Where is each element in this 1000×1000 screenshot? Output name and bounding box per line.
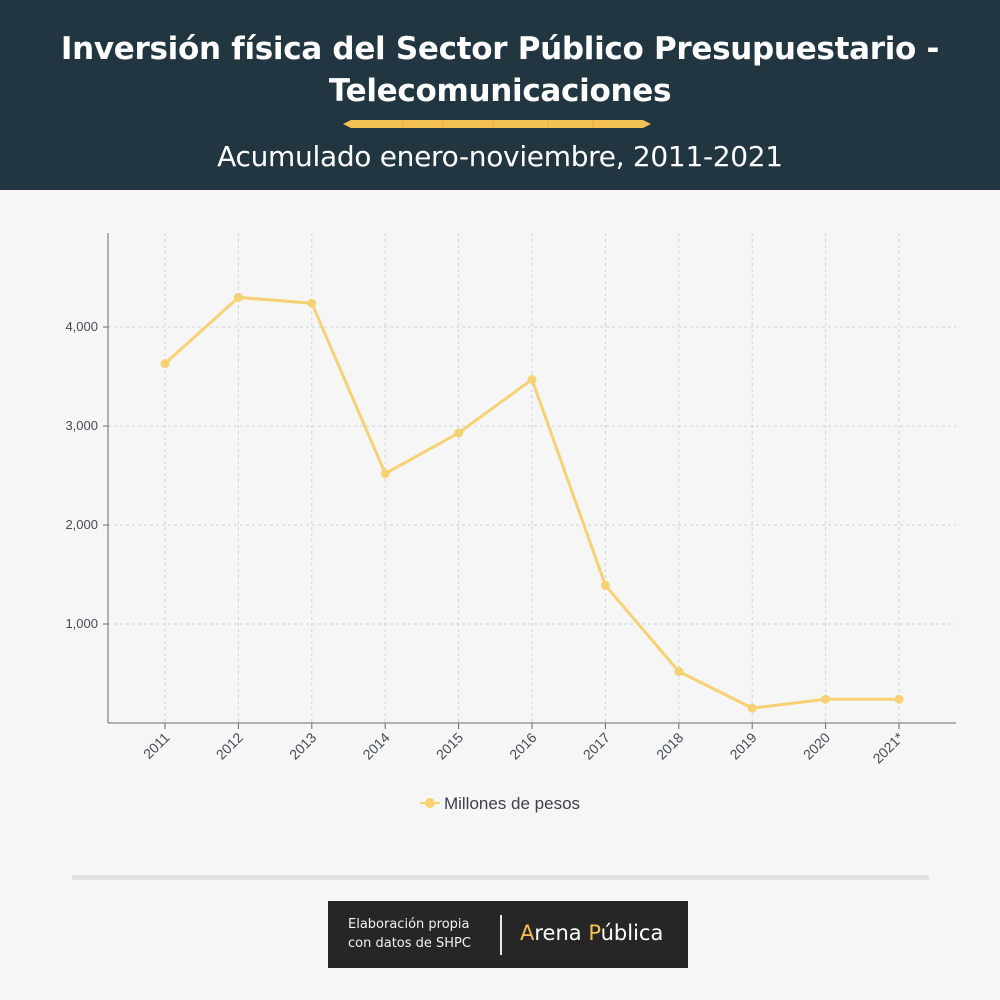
x-tick-label: 2020 bbox=[800, 729, 833, 762]
chart-grid bbox=[108, 233, 956, 723]
credit-line-2: con datos de SHPC bbox=[348, 936, 471, 951]
data-point bbox=[894, 694, 904, 704]
data-point bbox=[454, 428, 464, 438]
footer-vertical-divider bbox=[500, 915, 502, 955]
x-tick-label: 2013 bbox=[286, 729, 319, 762]
data-point bbox=[527, 375, 537, 385]
x-tick-label: 2019 bbox=[726, 729, 759, 762]
data-point bbox=[380, 469, 390, 479]
data-point bbox=[747, 703, 757, 713]
chart-legend[interactable]: Millones de pesos bbox=[0, 794, 1000, 814]
chart-series bbox=[160, 292, 904, 713]
y-tick-label: 3,000 bbox=[65, 418, 98, 433]
x-tick-label: 2011 bbox=[140, 729, 173, 762]
chart-header: Inversión física del Sector Público Pres… bbox=[0, 0, 1000, 190]
legend-label: Millones de pesos bbox=[443, 794, 581, 813]
credit-line-1: Elaboración propia bbox=[348, 917, 470, 932]
y-axis-ticks: 1,000 2,000 3,000 4,000 bbox=[65, 319, 108, 631]
data-point bbox=[821, 694, 831, 704]
x-tick-label: 2014 bbox=[359, 729, 392, 762]
x-tick-label: 2017 bbox=[580, 729, 613, 762]
source-credit: Elaboración propia con datos de SHPC bbox=[348, 915, 498, 953]
decorative-pencil-divider bbox=[343, 120, 651, 128]
x-tick-label: 2016 bbox=[506, 729, 539, 762]
x-axis-ticks: 2011 2012 2013 2014 2015 2016 2017 2018 2019 2020… bbox=[140, 723, 907, 766]
y-tick-label: 2,000 bbox=[65, 517, 98, 532]
series-line bbox=[163, 295, 899, 710]
x-tick-label: 2015 bbox=[433, 729, 466, 762]
legend-marker-icon bbox=[419, 796, 440, 810]
chart-subtitle: Acumulado enero-noviembre, 2011-2021 bbox=[217, 140, 783, 173]
y-tick-label: 1,000 bbox=[65, 616, 98, 631]
footer-credits: Elaboración propia con datos de SHPC Are… bbox=[328, 901, 688, 968]
footer-divider bbox=[72, 875, 929, 880]
brand-logo: Arena Pública bbox=[520, 921, 664, 945]
x-tick-label: 2012 bbox=[213, 729, 246, 762]
data-point bbox=[233, 292, 243, 302]
data-point bbox=[600, 580, 610, 590]
data-point bbox=[674, 667, 684, 677]
data-point bbox=[307, 298, 317, 308]
chart-title: Inversión física del Sector Público Pres… bbox=[60, 31, 940, 109]
x-tick-label: 2021* bbox=[869, 729, 907, 767]
y-tick-label: 4,000 bbox=[65, 319, 98, 334]
data-point bbox=[160, 359, 170, 369]
x-tick-label: 2018 bbox=[653, 729, 686, 762]
